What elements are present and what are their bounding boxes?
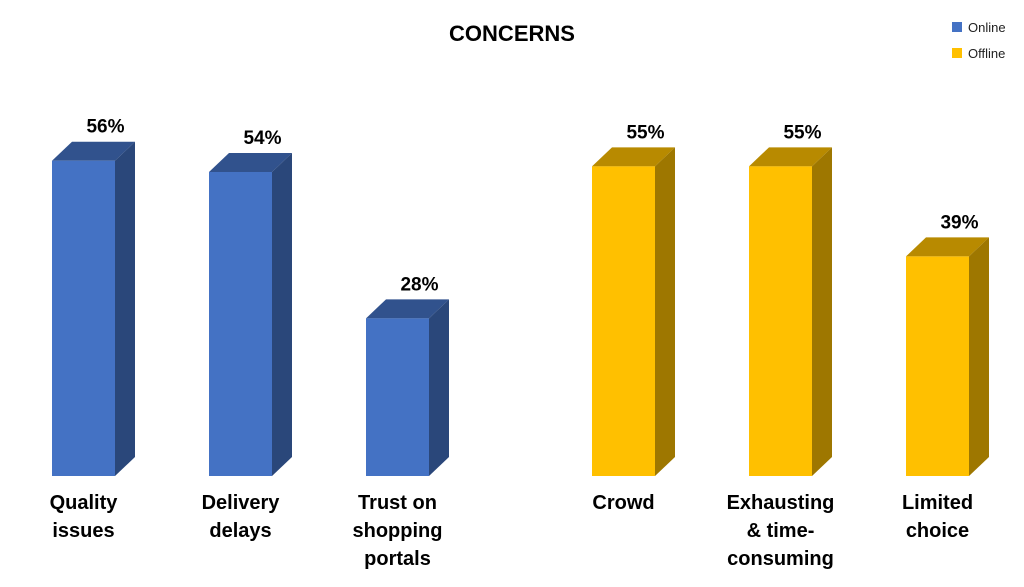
bar-online-2: [209, 152, 292, 477]
legend-label: Offline: [968, 46, 1005, 61]
data-labels: 56% 54% 28% 55% 55% 39%: [86, 117, 978, 296]
data-label-online-1: 56%: [86, 117, 124, 138]
data-label-online-2: 54%: [243, 128, 281, 149]
category-label-online-1: Quality issues: [50, 492, 119, 542]
category-label-offline-1: Crowd: [592, 492, 654, 514]
data-label-online-3: 28%: [400, 274, 438, 295]
legend-item-online: Online: [952, 20, 1006, 35]
bar-offline-2: [749, 147, 832, 476]
category-label-offline-3: Limited choice: [902, 492, 973, 542]
data-label-offline-2: 55%: [783, 122, 821, 143]
bar-online-1: [52, 141, 135, 476]
data-label-offline-1: 55%: [626, 122, 664, 143]
legend: Online Offline: [952, 20, 1006, 61]
legend-item-offline: Offline: [952, 46, 1005, 61]
category-labels: Quality issues Delivery delays Trust on shopp…: [50, 492, 973, 570]
bar-offline-1: [592, 147, 675, 476]
legend-label: Online: [968, 20, 1006, 35]
bars: [52, 141, 989, 477]
bar-online-3: [366, 299, 449, 476]
chart-title: CONCERNS: [449, 21, 575, 46]
legend-swatch: [952, 22, 962, 32]
bar-offline-3: [906, 237, 989, 476]
data-label-offline-3: 39%: [940, 212, 978, 233]
category-label-offline-2: Exhausting & time-consuming: [727, 492, 835, 570]
legend-swatch: [952, 48, 962, 58]
category-label-online-2: Delivery delays: [202, 492, 281, 542]
category-label-online-3: Trust on shopping portals: [353, 492, 443, 570]
